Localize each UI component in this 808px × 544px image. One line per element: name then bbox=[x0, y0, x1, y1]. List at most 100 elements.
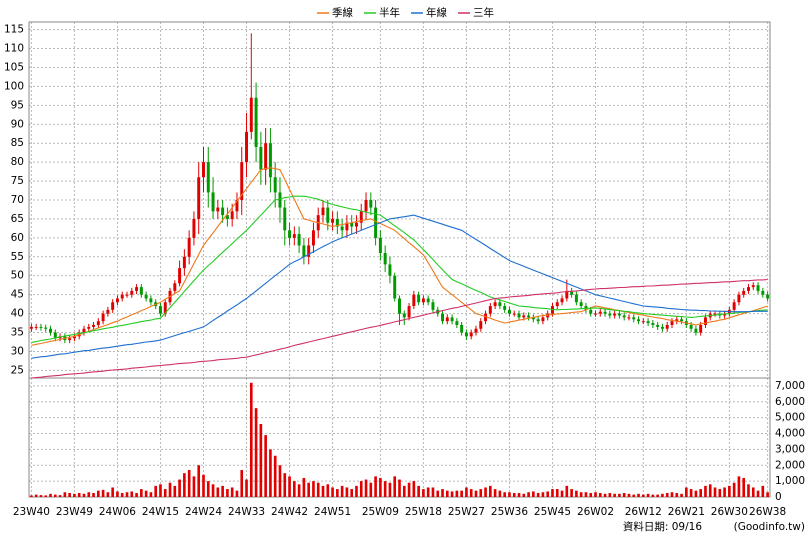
volume-bar bbox=[536, 493, 540, 497]
candle-body bbox=[460, 324, 464, 333]
volume-tick-label: 6,000 bbox=[775, 396, 805, 408]
volume-bar bbox=[579, 492, 583, 497]
candle-body bbox=[737, 294, 741, 303]
volume-bar bbox=[656, 494, 659, 497]
volume-bar bbox=[44, 495, 48, 497]
candle-body bbox=[187, 237, 191, 257]
candle-body bbox=[484, 313, 488, 322]
volume-bar bbox=[641, 494, 645, 497]
volume-bar bbox=[484, 487, 487, 497]
volume-bar bbox=[694, 490, 698, 497]
x-tick-label: 26W12 bbox=[625, 506, 662, 518]
volume-bar bbox=[159, 484, 162, 497]
x-tick-label: 25W18 bbox=[405, 506, 442, 518]
volume-bar bbox=[713, 487, 717, 497]
volume-bar bbox=[316, 482, 320, 497]
y-tick-label: 55 bbox=[11, 251, 24, 263]
volume-bar bbox=[737, 476, 741, 497]
volume-bar bbox=[345, 487, 349, 497]
volume-bar bbox=[723, 487, 726, 497]
candle-body bbox=[340, 226, 344, 231]
x-tick-label: 25W27 bbox=[448, 506, 485, 518]
x-tick-label: 26W30 bbox=[711, 506, 748, 518]
candle-body bbox=[350, 222, 354, 227]
volume-bar bbox=[273, 455, 277, 497]
candle-body bbox=[29, 326, 33, 329]
volume-bar bbox=[226, 489, 229, 497]
volume-bar bbox=[555, 489, 559, 497]
volume-bar bbox=[125, 492, 129, 497]
ma-line bbox=[31, 167, 768, 346]
y-tick-label: 60 bbox=[11, 232, 24, 244]
candle-body bbox=[479, 321, 483, 329]
y-tick-label: 30 bbox=[11, 345, 24, 357]
candle-body bbox=[680, 319, 684, 322]
candle-body bbox=[68, 338, 72, 341]
volume-bar bbox=[34, 494, 38, 497]
volume-bar bbox=[584, 492, 588, 497]
candle-body bbox=[445, 317, 449, 322]
candle-body bbox=[560, 298, 564, 303]
volume-bar bbox=[508, 492, 511, 497]
volume-bar bbox=[618, 493, 621, 497]
x-tick-label: 25W09 bbox=[362, 506, 399, 518]
volume-bar bbox=[120, 493, 124, 497]
candle-body bbox=[603, 311, 607, 314]
volume-bar bbox=[589, 493, 593, 497]
candle-body bbox=[144, 294, 148, 299]
candle-body bbox=[393, 275, 397, 299]
candle-body bbox=[498, 302, 502, 307]
y-tick-label: 25 bbox=[11, 364, 24, 376]
candle-body bbox=[641, 321, 645, 323]
candle-body bbox=[321, 207, 325, 216]
volume-bar bbox=[498, 490, 502, 497]
volume-bar bbox=[283, 473, 287, 497]
candle-body bbox=[421, 298, 425, 303]
volume-bar bbox=[321, 485, 325, 497]
candle-body bbox=[82, 328, 86, 333]
candle-body bbox=[115, 298, 119, 303]
candle-body bbox=[464, 332, 468, 337]
volume-bar bbox=[522, 493, 526, 497]
candle-body bbox=[699, 324, 703, 333]
ma-line bbox=[31, 214, 768, 359]
volume-bar bbox=[594, 492, 597, 497]
volume-bar bbox=[718, 489, 722, 497]
volume-bar bbox=[627, 493, 631, 497]
candle-body bbox=[206, 162, 210, 193]
candle-body bbox=[149, 298, 153, 303]
volume-bar bbox=[73, 493, 76, 497]
candle-body bbox=[570, 290, 574, 295]
volume-bar bbox=[532, 491, 535, 497]
x-tick-label: 24W51 bbox=[314, 506, 351, 518]
candle-body bbox=[426, 298, 430, 303]
volume-bar bbox=[517, 493, 521, 497]
volume-bar bbox=[742, 477, 746, 497]
candle-body bbox=[92, 324, 96, 327]
volume-bar bbox=[374, 476, 377, 497]
volume-bar bbox=[235, 490, 239, 497]
volume-bar bbox=[417, 485, 420, 497]
candle-body bbox=[335, 218, 339, 227]
volume-bar bbox=[331, 487, 334, 497]
candle-body bbox=[574, 294, 578, 303]
candle-body bbox=[307, 245, 311, 257]
candle-body bbox=[512, 313, 516, 315]
volume-bar bbox=[570, 489, 573, 497]
candle-body bbox=[665, 324, 669, 329]
candle-body bbox=[326, 207, 330, 223]
y-tick-label: 50 bbox=[11, 270, 24, 282]
candle-body bbox=[211, 192, 215, 212]
volume-bar bbox=[249, 382, 253, 497]
x-tick-label: 23W40 bbox=[13, 506, 50, 518]
volume-bar bbox=[388, 482, 392, 497]
y-tick-label: 100 bbox=[4, 80, 24, 92]
volume-bar bbox=[30, 495, 33, 497]
x-tick-label: 25W45 bbox=[534, 506, 571, 518]
volume-bar bbox=[431, 487, 435, 497]
volume-bar bbox=[383, 481, 387, 497]
candle-body bbox=[412, 294, 416, 307]
candle-body bbox=[398, 298, 401, 314]
candle-body bbox=[354, 222, 358, 227]
candle-body bbox=[163, 302, 167, 314]
